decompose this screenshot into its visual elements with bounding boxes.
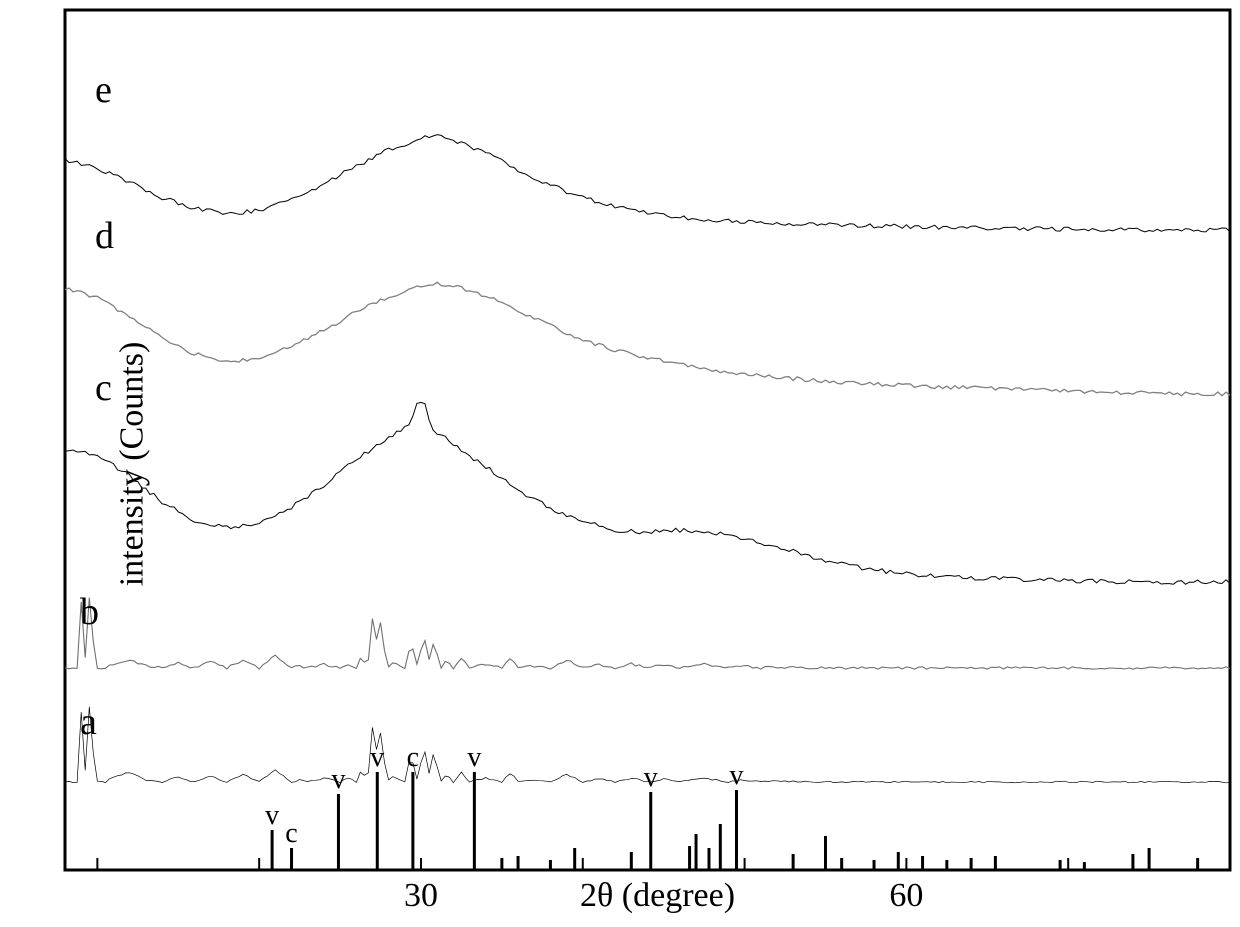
reference-stick-label: v xyxy=(467,742,481,773)
reference-stick-label: v xyxy=(644,762,658,793)
y-axis-label: intensity (Counts) xyxy=(113,341,151,586)
series-label-e: e xyxy=(95,69,112,111)
x-tick-label: 30 xyxy=(404,877,438,914)
reference-stick-label: c xyxy=(285,818,297,849)
plot-svg: 30602θ (degree)edcbavcvvcvvv xyxy=(0,0,1240,927)
reference-stick-label: v xyxy=(729,760,743,791)
xrd-trace-e xyxy=(65,135,1230,232)
xrd-trace-d xyxy=(65,282,1230,396)
xrd-trace-c xyxy=(65,402,1230,584)
series-label-a: a xyxy=(80,701,97,743)
reference-stick-label: v xyxy=(265,800,279,831)
series-label-c: c xyxy=(95,367,112,409)
xrd-chart: intensity (Counts) 30 60 2θ (degree) e d c b a v… xyxy=(0,0,1240,927)
x-tick-label: 60 xyxy=(889,877,923,914)
xrd-trace-b xyxy=(65,598,1230,670)
x-axis-label: 2θ (degree) xyxy=(580,877,735,914)
reference-stick-label: v xyxy=(331,764,345,795)
plot-border xyxy=(65,10,1230,870)
series-label-d: d xyxy=(95,215,114,257)
reference-stick-label: v xyxy=(370,742,384,773)
reference-stick-label: c xyxy=(407,742,419,773)
series-label-b: b xyxy=(80,591,99,633)
